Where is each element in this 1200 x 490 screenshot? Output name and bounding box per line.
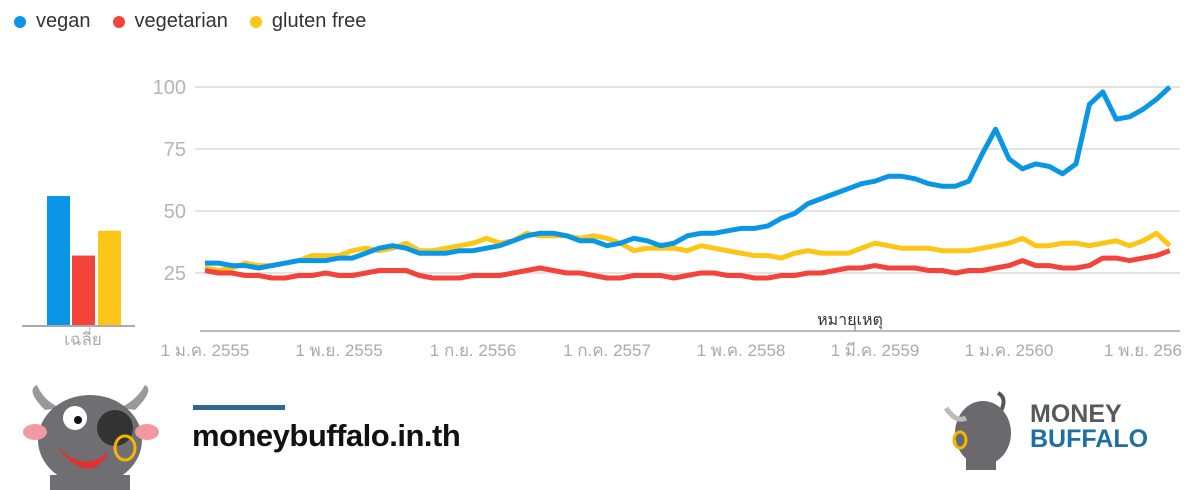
buffalo-mascot-icon — [23, 385, 159, 490]
x-tick-label: 1 ม.ค. 2555 — [161, 341, 250, 360]
x-tick-label: 1 พ.ย. 256 — [1104, 341, 1182, 360]
series-line-gluten-free — [204, 230, 1172, 273]
x-tick-label: 1 พ.ย. 2555 — [295, 341, 382, 360]
legend-dot-icon — [14, 15, 26, 28]
site-url: moneybuffalo.in.th — [192, 418, 461, 453]
legend-label: gluten free — [271, 10, 367, 32]
x-tick-label: 1 ม.ค. 2560 — [965, 341, 1054, 360]
legend-dot-icon — [112, 15, 125, 28]
series-line-vegetarian — [204, 248, 1171, 281]
legend-label: vegetarian — [134, 10, 228, 32]
x-tick-label: 1 ก.ย. 2556 — [430, 341, 516, 360]
brand-top: MONEY — [1030, 400, 1122, 428]
legend-item-gluten-free[interactable]: gluten free — [249, 10, 367, 33]
brand-wordmark: MONEY BUFFALO — [1030, 402, 1148, 452]
series-line-vegan — [205, 85, 1172, 271]
chart-legend: vegan vegetarian gluten free — [14, 10, 366, 33]
x-tick-label: 1 มี.ค. 2559 — [831, 341, 920, 360]
legend-dot-icon — [249, 15, 262, 28]
average-bar-vegan — [47, 196, 70, 325]
legend-label: vegan — [36, 10, 91, 32]
trend-chart: 100 75 50 25 หมายเหตุ 1 ม.ค. 2555 1 พ.ย. 2555 1… — [22, 77, 1182, 360]
y-tick-label: 100 — [153, 77, 186, 99]
average-label: เฉลี่ย — [64, 327, 102, 349]
url-accent-bar — [193, 405, 285, 410]
money-buffalo-logo-icon — [943, 391, 1011, 470]
y-tick-label: 25 — [164, 263, 186, 285]
x-tick-label: 1 ก.ค. 2557 — [563, 341, 651, 360]
average-bar-gluten-free — [98, 230, 121, 325]
legend-item-vegetarian[interactable]: vegetarian — [112, 10, 228, 33]
y-tick-label: 75 — [164, 139, 186, 161]
y-tick-label: 50 — [164, 201, 186, 223]
x-tick-label: 1 พ.ค. 2558 — [697, 341, 786, 360]
annotation-label: หมายเหตุ — [817, 312, 883, 330]
average-bar-vegetarian — [72, 255, 95, 325]
brand-bottom: BUFFALO — [1030, 425, 1149, 453]
legend-item-vegan[interactable]: vegan — [14, 10, 91, 33]
